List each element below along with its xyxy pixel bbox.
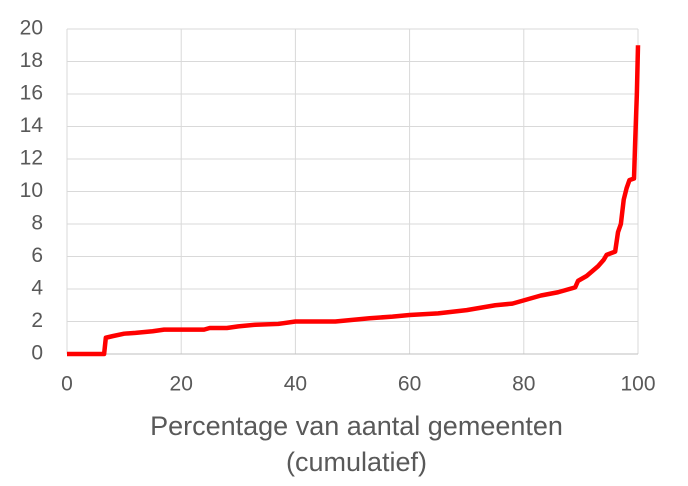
x-tick-label: 80 xyxy=(512,373,535,396)
x-tick-label: 0 xyxy=(61,373,73,396)
x-tick-label: 20 xyxy=(170,373,193,396)
y-tick-label: 0 xyxy=(31,342,43,365)
y-tick-label: 2 xyxy=(31,309,43,332)
x-tick-label: 60 xyxy=(398,373,421,396)
y-tick-label: 16 xyxy=(20,82,43,105)
data-line xyxy=(67,45,641,357)
y-tick-label: 10 xyxy=(20,179,43,202)
x-axis-title: (cumulatief) xyxy=(286,447,427,477)
x-tick-label: 40 xyxy=(284,373,307,396)
x-tick-label: 100 xyxy=(620,373,655,396)
y-tick-label: 14 xyxy=(20,114,44,137)
y-tick-label: 8 xyxy=(31,212,43,235)
y-tick-label: 12 xyxy=(20,147,43,170)
x-axis-title: Percentage van aantal gemeenten xyxy=(150,411,563,441)
y-tick-label: 4 xyxy=(31,277,43,300)
y-tick-label: 18 xyxy=(20,49,43,72)
y-tick-label: 20 xyxy=(20,17,43,40)
y-tick-label: 6 xyxy=(31,244,43,267)
